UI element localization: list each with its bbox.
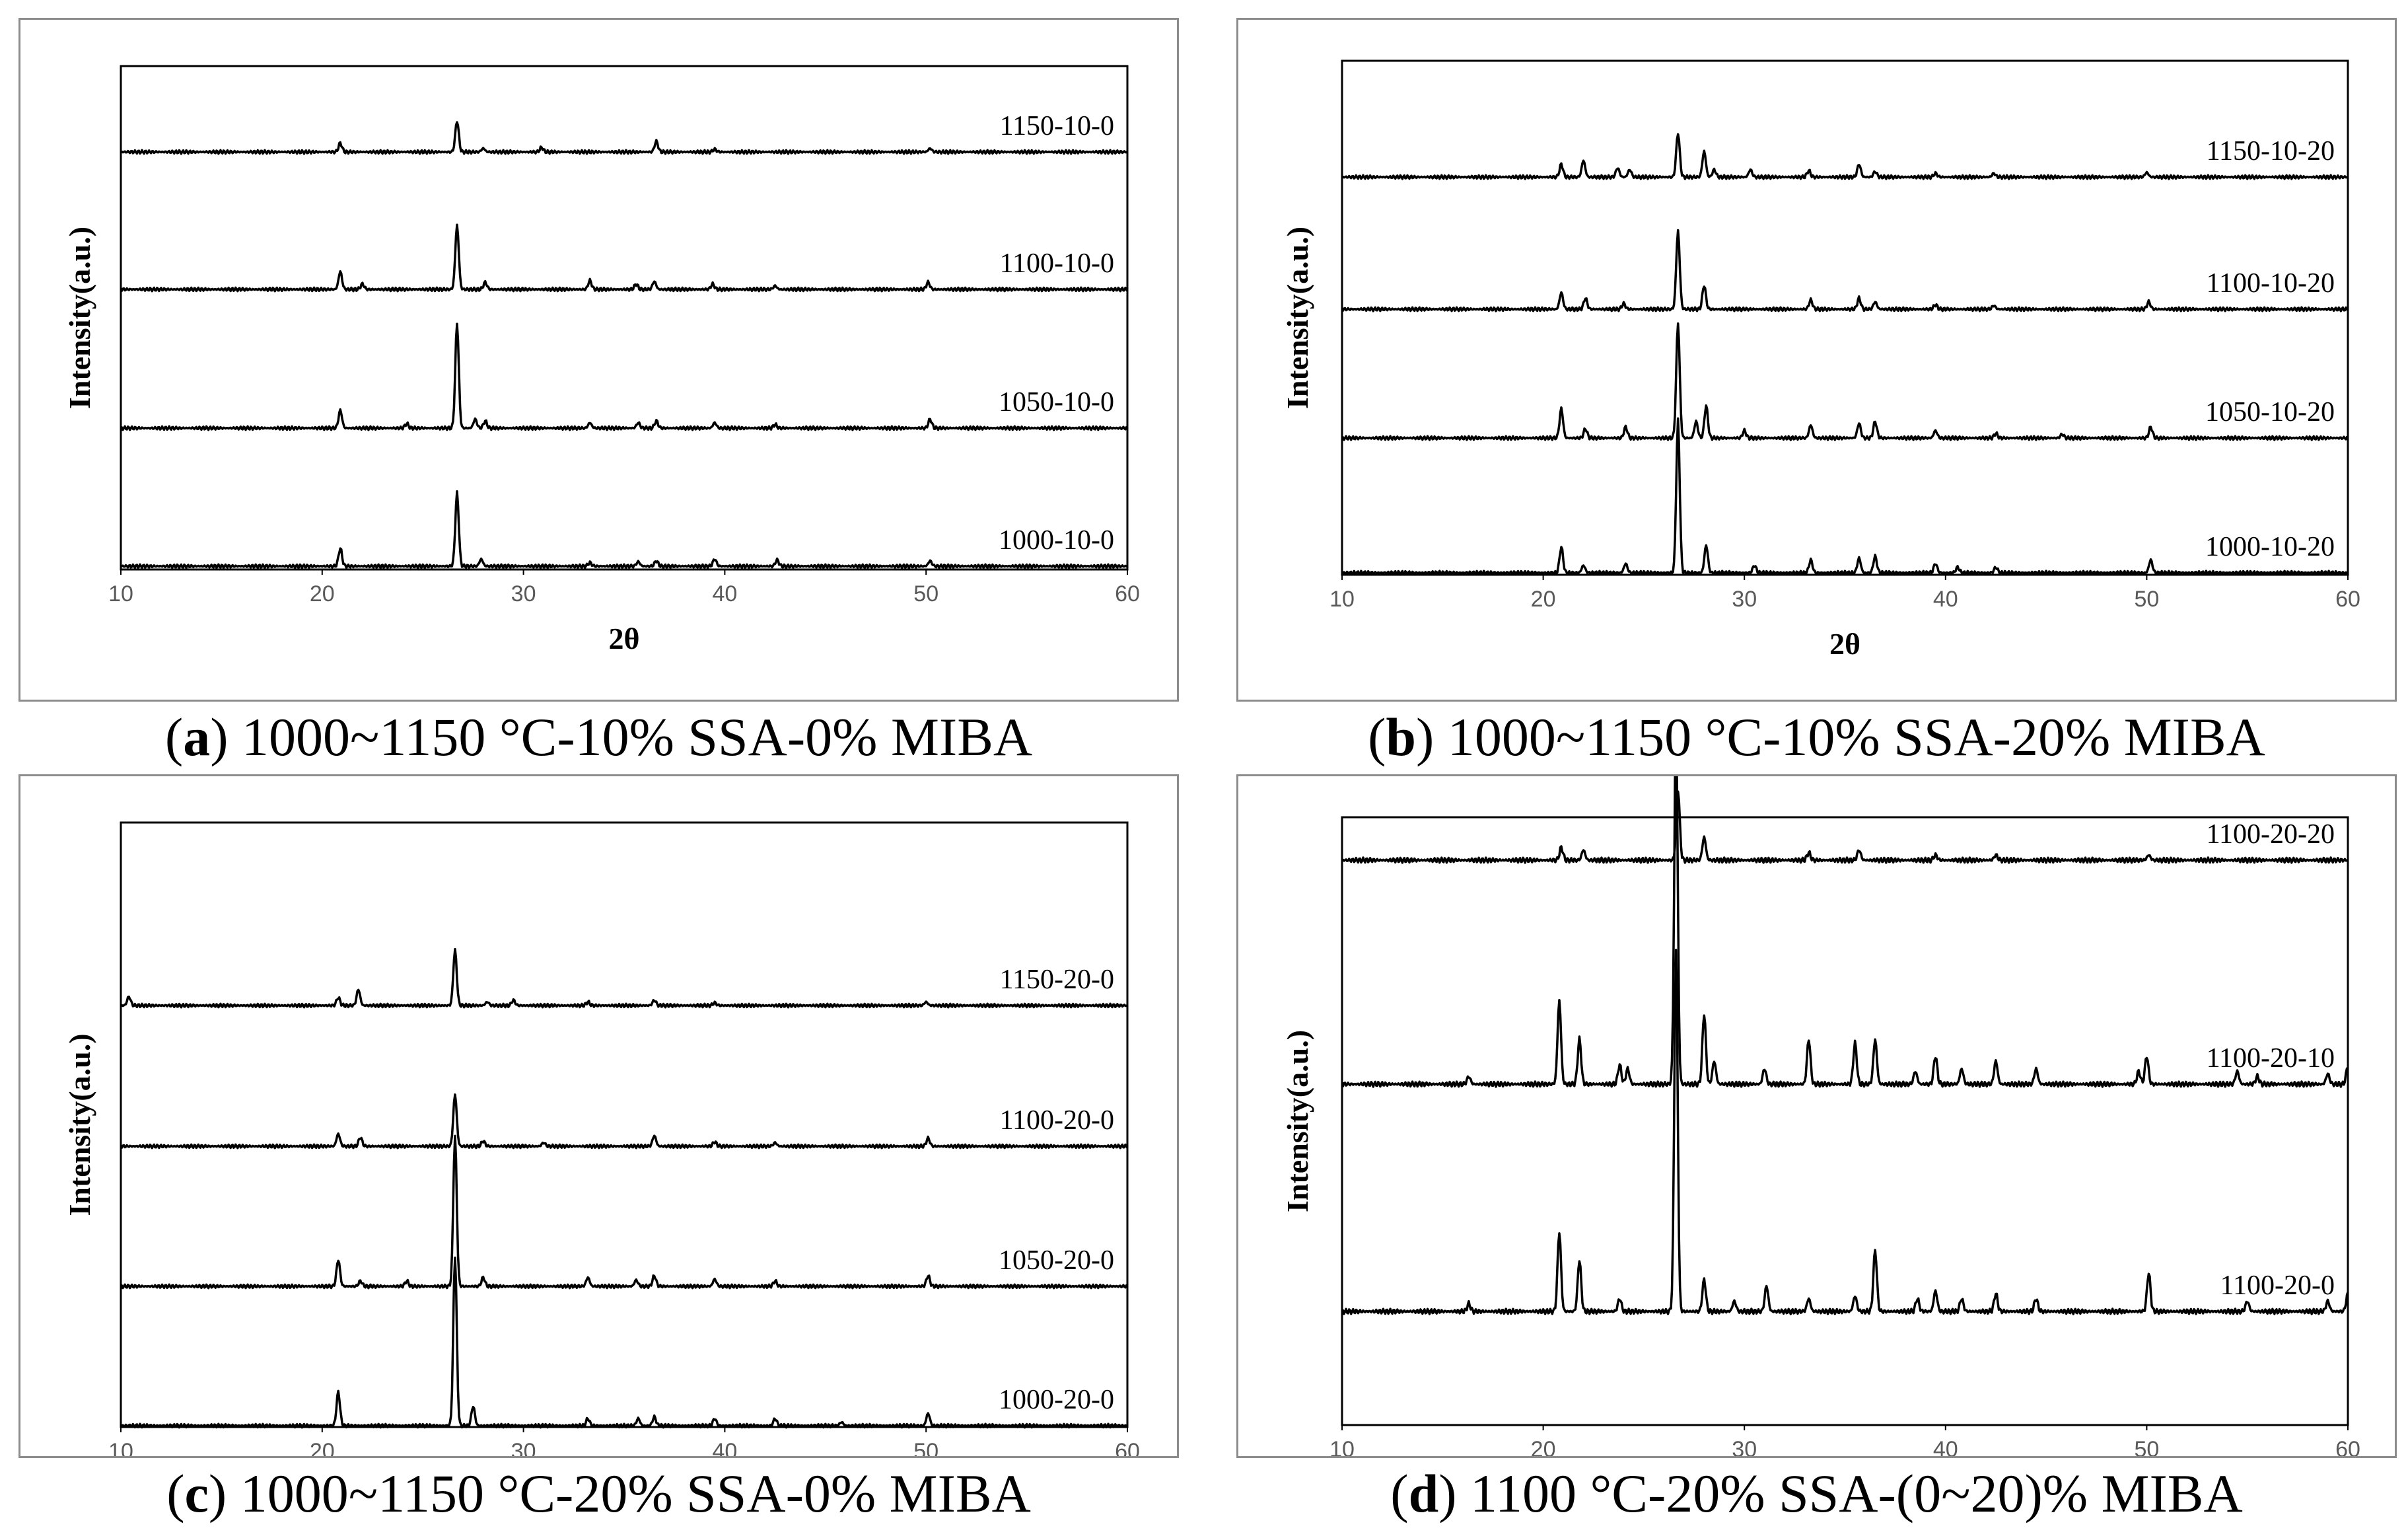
y-axis-label: Intensity(a.u.) (1281, 227, 1314, 409)
y-axis-label: Intensity(a.u.) (63, 1033, 96, 1216)
plot-area (120, 821, 1129, 1428)
caption-text: 1000~1150 °C-10% SSA-20% MIBA (1434, 707, 2265, 767)
xrd-chart-c: 1020304050602θIntensity(a.u.)1150-20-011… (63, 821, 1140, 1456)
chart-frame: 10 20 30 40 50 60 2θ Intensity(a.u.) 1150-10-20 1… (1236, 18, 2397, 702)
xrd-chart-a: 10 20 30 40 50 60 2θ Intensity(a.u.) 1150-10-0 11… (63, 65, 1140, 655)
caption-letter: b (1386, 707, 1416, 767)
x-tick-label: 60 (1115, 1439, 1140, 1456)
xrd-trace-1150-10-0 (120, 121, 1129, 155)
panel-d: 1020304050602θIntensity(a.u.)1100-20-201… (1236, 774, 2397, 1540)
series-label: 1100-10-0 (1000, 248, 1114, 279)
xrd-trace-1100-20-0 (120, 1093, 1129, 1150)
caption-d: (d) 1100 °C-20% SSA-(0~20)% MIBA (1390, 1463, 2243, 1523)
series-label: 1000-10-20 (2205, 532, 2335, 562)
x-tick-label: 30 (511, 581, 536, 606)
x-tick-label: 30 (1732, 1437, 1757, 1456)
xrd-trace-1100-20-0 (1341, 949, 2349, 1315)
series-label: 1150-10-20 (2207, 136, 2335, 166)
xrd-trace-1050-20-0 (120, 1134, 1128, 1290)
series-label: 1150-10-0 (1000, 111, 1114, 141)
series-label: 1100-10-20 (2207, 268, 2335, 299)
xrd-trace-1100-10-20 (1341, 229, 2349, 312)
series-label: 1050-10-0 (999, 387, 1114, 418)
caption-letter: a (183, 707, 211, 767)
xrd-trace-1150-10-20 (1341, 133, 2349, 180)
x-tick-label: 50 (913, 581, 938, 606)
x-tick-label: 30 (1732, 587, 1757, 612)
xrd-trace-1100-20-10 (1341, 776, 2349, 1088)
x-tick-label: 60 (1115, 581, 1140, 606)
caption-text: 1100 °C-20% SSA-(0~20)% MIBA (1456, 1463, 2243, 1523)
x-tick-label: 60 (2335, 587, 2360, 612)
caption-c: (c) 1000~1150 °C-20% SSA-0% MIBA (166, 1463, 1031, 1523)
series-label: 1100-20-0 (2220, 1270, 2335, 1301)
plot-area (1341, 59, 2349, 576)
x-axis-label: 2θ (608, 622, 639, 655)
xrd-chart-b: 10 20 30 40 50 60 2θ Intensity(a.u.) 1150-10-20 1… (1281, 59, 2360, 661)
caption-b: (b) 1000~1150 °C-10% SSA-20% MIBA (1368, 707, 2265, 767)
series-label: 1000-10-0 (999, 525, 1114, 556)
xrd-trace-1100-10-0 (120, 223, 1129, 293)
x-tick-label: 40 (712, 1439, 737, 1456)
series-label: 1100-20-20 (2207, 819, 2335, 850)
xrd-trace-1050-10-20 (1341, 322, 2349, 441)
x-tick-label: 50 (2134, 1437, 2159, 1456)
x-tick-label: 40 (1933, 1437, 1958, 1456)
caption-text: 1000~1150 °C-20% SSA-0% MIBA (227, 1463, 1031, 1523)
series-label: 1100-20-10 (2207, 1043, 2335, 1074)
panel-c: 1020304050602θIntensity(a.u.)1150-20-011… (18, 774, 1179, 1540)
chart-frame: 10 20 30 40 50 60 2θ Intensity(a.u.) 1150-10-0 11… (18, 18, 1179, 702)
x-axis-label: 2θ (1829, 627, 1860, 661)
chart-frame: 1020304050602θIntensity(a.u.)1100-20-201… (1236, 774, 2397, 1458)
xrd-trace-1000-10-0 (120, 490, 1128, 569)
x-tick-label: 50 (913, 1439, 938, 1456)
x-tick-label: 10 (1329, 587, 1355, 612)
x-tick-label: 20 (310, 1439, 335, 1456)
xrd-trace-1100-20-20 (1341, 790, 2349, 864)
x-tick-label: 20 (310, 581, 335, 606)
caption-text: 1000~1150 °C-10% SSA-0% MIBA (228, 707, 1033, 767)
x-tick-label: 10 (1329, 1437, 1355, 1456)
series-label: 1050-10-20 (2205, 397, 2335, 427)
y-axis-label: Intensity(a.u.) (63, 227, 96, 409)
panel-b: 10 20 30 40 50 60 2θ Intensity(a.u.) 1150-10-20 1… (1236, 18, 2397, 784)
plot-area (120, 65, 1129, 571)
series-label: 1000-20-0 (999, 1385, 1114, 1415)
x-tick-label: 10 (108, 1439, 133, 1456)
x-tick-label: 40 (712, 581, 737, 606)
x-tick-label: 10 (108, 581, 133, 606)
caption-letter: c (184, 1463, 209, 1523)
x-tick-label: 20 (1531, 587, 1556, 612)
x-tick-label: 50 (2134, 587, 2159, 612)
y-axis-label: Intensity(a.u.) (1281, 1030, 1314, 1212)
chart-frame: 1020304050602θIntensity(a.u.)1150-20-011… (18, 774, 1179, 1458)
x-tick-label: 20 (1531, 1437, 1556, 1456)
caption-letter: d (1408, 1463, 1439, 1523)
xrd-trace-1050-10-0 (120, 322, 1128, 431)
caption-a: (a) 1000~1150 °C-10% SSA-0% MIBA (164, 707, 1033, 767)
xrd-trace-1000-20-0 (120, 1257, 1128, 1429)
series-label: 1150-20-0 (1000, 965, 1114, 995)
panel-a: 10 20 30 40 50 60 2θ Intensity(a.u.) 1150-10-0 11… (18, 18, 1179, 784)
xrd-chart-d: 1020304050602θIntensity(a.u.)1100-20-201… (1281, 776, 2360, 1456)
plot-area (1341, 816, 2349, 1426)
series-label: 1100-20-0 (1000, 1105, 1114, 1136)
x-tick-label: 40 (1933, 587, 1958, 612)
series-label: 1050-20-0 (999, 1245, 1114, 1276)
xrd-trace-1000-10-20 (1341, 417, 2349, 576)
xrd-trace-1150-20-0 (120, 947, 1129, 1009)
x-tick-label: 60 (2335, 1437, 2360, 1456)
x-tick-label: 30 (511, 1439, 536, 1456)
